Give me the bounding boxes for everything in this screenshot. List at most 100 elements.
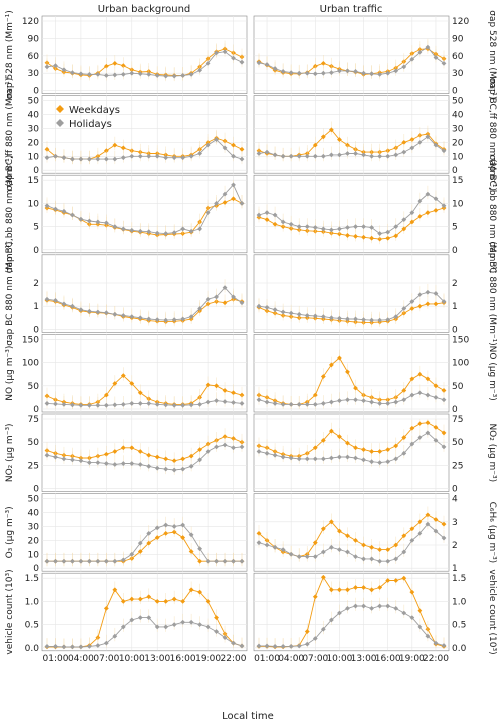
point-weekdays-7-0-12 (146, 594, 152, 600)
point-holidays-1-0-7 (103, 156, 109, 162)
point-holidays-0-0-19 (205, 60, 211, 66)
point-holidays-6-0-13 (154, 525, 160, 531)
point-weekdays-2-1-21 (425, 210, 431, 216)
y-tick-label-left: 0.0 (25, 644, 40, 654)
point-holidays-6-0-15 (171, 524, 177, 529)
point-holidays-5-0-15 (171, 467, 177, 473)
point-holidays-2-1-14 (369, 225, 375, 230)
x-tick-label: 04:00 (68, 654, 94, 664)
point-holidays-2-0-18 (197, 226, 203, 232)
point-weekdays-2-1-14 (369, 235, 375, 241)
x-tick-label: 22:00 (221, 654, 247, 664)
y-tick-label-left: 40 (28, 509, 40, 519)
point-weekdays-5-1-20 (417, 421, 423, 427)
point-holidays-0-1-8 (320, 70, 326, 76)
y-tick-label-left: 0 (33, 246, 39, 256)
point-holidays-7-1-18 (401, 610, 407, 616)
point-holidays-2-0-1 (53, 206, 58, 212)
point-weekdays-1-1-7 (312, 142, 318, 148)
point-holidays-3-1-15 (377, 317, 383, 323)
point-weekdays-6-1-13 (361, 542, 366, 548)
point-holidays-1-0-8 (112, 156, 118, 162)
point-holidays-7-0-16 (180, 619, 186, 625)
point-holidays-7-1-1 (264, 643, 270, 649)
point-holidays-4-1-20 (417, 390, 423, 396)
point-holidays-7-1-2 (272, 644, 278, 649)
series-line-weekdays-4-urban-traffic (258, 357, 445, 405)
point-holidays-7-1-10 (337, 610, 342, 616)
point-holidays-2-1-9 (328, 227, 334, 233)
point-holidays-2-1-10 (337, 226, 342, 232)
point-holidays-0-0-18 (197, 67, 203, 73)
point-holidays-6-0-14 (163, 522, 169, 528)
point-weekdays-7-1-20 (417, 608, 423, 614)
point-holidays-7-0-15 (171, 622, 177, 627)
y-tick-label-left: 2 (33, 279, 39, 289)
x-tick-label: 07:00 (93, 654, 119, 664)
y-axis-label-right-4: NO (µg m⁻³) (487, 346, 497, 401)
y-tick-label-right: 0 (452, 246, 458, 256)
point-holidays-6-0-20 (214, 558, 219, 564)
y-tick-label-right: 0 (452, 87, 458, 97)
point-holidays-7-0-20 (214, 629, 219, 634)
point-holidays-6-1-3 (280, 547, 286, 553)
x-axis-label: Local time (222, 711, 274, 722)
point-holidays-1-1-14 (369, 153, 375, 159)
series-line-weekdays-7-urban-background (47, 588, 243, 648)
point-weekdays-7-1-12 (353, 585, 358, 590)
point-holidays-5-0-18 (197, 457, 203, 463)
point-holidays-6-0-5 (86, 558, 92, 564)
point-holidays-4-0-2 (61, 401, 67, 407)
point-holidays-3-0-13 (154, 317, 160, 323)
y-axis-label-left-6: O₃ (µg m⁻³) (5, 506, 15, 558)
point-weekdays-6-1-0 (256, 531, 262, 536)
point-holidays-6-1-23 (441, 535, 447, 541)
point-weekdays-6-1-10 (337, 528, 342, 534)
y-tick-label-left: 0 (33, 325, 39, 335)
point-holidays-1-0-20 (214, 137, 219, 142)
point-holidays-4-0-19 (205, 399, 211, 405)
y-tick-label-right: 1.5 (452, 574, 466, 584)
series-line-weekdays-0-urban-traffic (258, 48, 445, 75)
point-weekdays-5-1-23 (441, 430, 447, 436)
point-holidays-7-1-17 (393, 605, 399, 611)
point-holidays-1-1-5 (296, 153, 302, 159)
point-holidays-1-1-17 (393, 152, 399, 158)
point-holidays-4-0-18 (197, 401, 203, 407)
x-tick-label: 13:00 (144, 654, 170, 664)
point-holidays-1-1-11 (345, 151, 350, 156)
point-weekdays-2-1-19 (409, 219, 415, 225)
point-holidays-3-0-8 (112, 311, 118, 317)
point-holidays-3-1-2 (272, 307, 278, 313)
point-holidays-3-0-3 (70, 303, 75, 309)
point-weekdays-7-1-15 (377, 585, 383, 590)
y-tick-label-left: 100 (22, 359, 39, 369)
point-holidays-6-1-6 (304, 554, 310, 559)
point-holidays-3-0-17 (188, 314, 194, 320)
point-holidays-0-0-22 (231, 55, 236, 61)
point-weekdays-2-1-16 (385, 235, 391, 241)
y-tick-label-right: 2 (452, 541, 458, 551)
point-holidays-3-1-7 (312, 313, 318, 319)
y-tick-label-right: 2 (452, 279, 458, 289)
panel-frame-6-urban-background (41, 493, 248, 572)
point-holidays-0-0-12 (146, 71, 152, 77)
point-holidays-4-1-0 (256, 397, 262, 403)
point-weekdays-6-1-21 (425, 512, 431, 518)
point-holidays-1-0-0 (44, 155, 50, 161)
point-holidays-7-1-12 (353, 603, 358, 609)
point-weekdays-6-1-19 (409, 526, 415, 532)
point-holidays-3-0-9 (120, 313, 126, 318)
y-tick-label-right: 10 (452, 199, 464, 209)
point-weekdays-6-0-13 (154, 535, 160, 540)
point-holidays-7-1-14 (369, 605, 375, 611)
point-holidays-5-1-17 (393, 456, 399, 462)
point-holidays-3-0-20 (214, 294, 219, 300)
point-weekdays-6-0-18 (197, 558, 203, 564)
y-tick-label-right: 20 (452, 138, 464, 148)
y-axis-label-right-6: C₆H₆ (µg m⁻³) (487, 502, 497, 564)
point-holidays-3-0-6 (95, 309, 101, 315)
point-holidays-6-0-12 (146, 531, 152, 536)
legend-weekdays-marker (56, 105, 64, 113)
point-holidays-2-1-17 (393, 224, 399, 229)
